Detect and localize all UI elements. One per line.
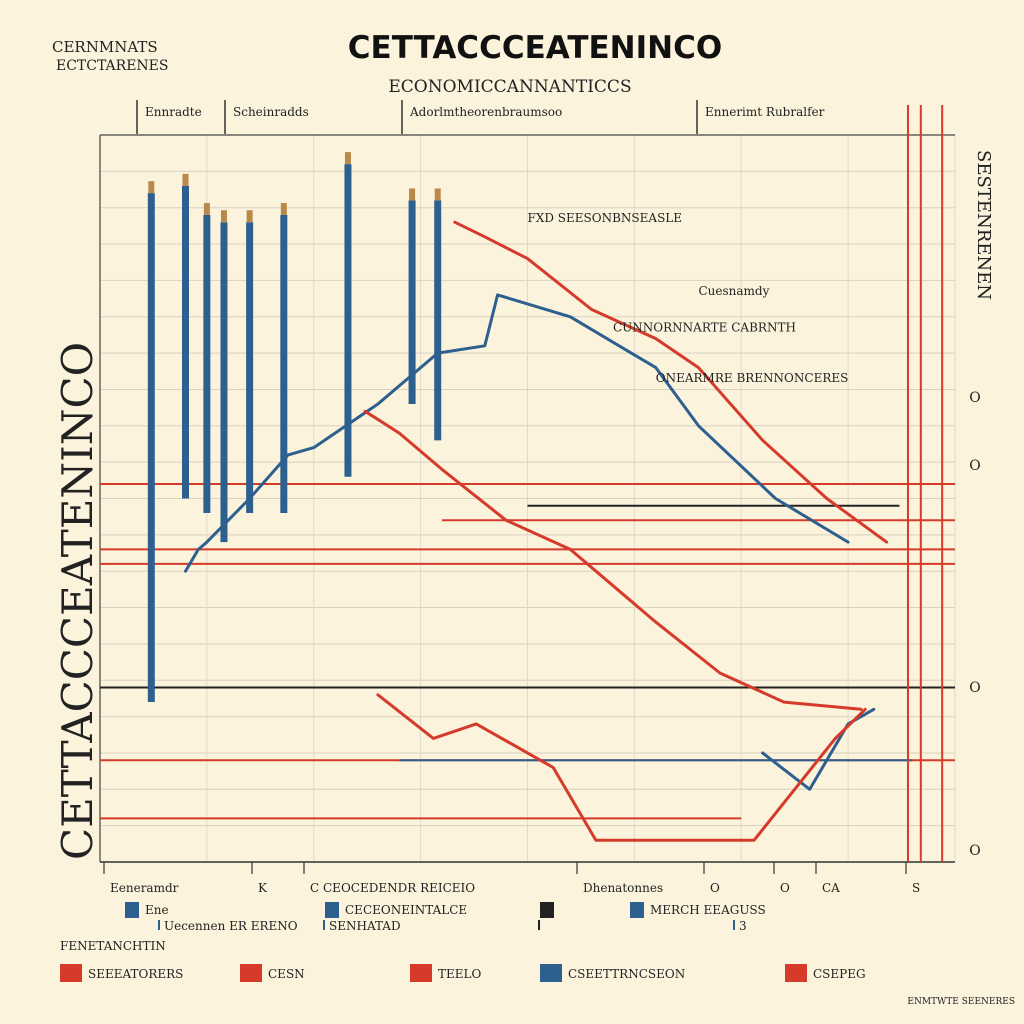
legend-swatch [240, 964, 262, 982]
x-tick-label: O [780, 881, 790, 895]
range-bar-cap [246, 210, 253, 223]
footer-credit: ENMTWTE SEENERES [907, 997, 1015, 1007]
legend-label: SENHATAD [329, 919, 401, 933]
corner-title: CERNMNATS [52, 38, 158, 56]
x-tick-label: Eeneramdr [110, 881, 179, 895]
range-bar-cap [182, 173, 189, 186]
range-bar-cap [220, 210, 227, 223]
range-bar-cap [434, 188, 441, 201]
legend-header: FENETANCHTIN [60, 939, 166, 953]
series-line [761, 707, 876, 791]
legend-swatch [540, 964, 562, 982]
legend-marker [538, 920, 540, 930]
x-tick-label: Dhenatonnes [583, 881, 663, 895]
range-bar-cap [148, 181, 155, 194]
legend-marker [733, 920, 735, 930]
legend-swatch [60, 964, 82, 982]
x-tick-label: O [710, 881, 720, 895]
chart-subtitle: ECONOMICCANNANTICCS [388, 77, 631, 97]
x-tick-label: C CEOCEDENDR REICEIO [310, 881, 475, 895]
chart-title: CETTACCCEATENINCO [348, 30, 722, 66]
top-label: Ennradte [145, 105, 202, 119]
legend-label: CSEPEG [813, 967, 866, 981]
series-line [376, 693, 867, 842]
legend-swatch [785, 964, 807, 982]
right-tick-label: O [969, 680, 980, 696]
range-bar-cap [409, 188, 416, 201]
y-axis-label: CETTACCCEATENINCO [53, 342, 102, 860]
right-tick-label: O [969, 843, 980, 859]
series-line [453, 220, 889, 544]
legend-label: CSEETTRNCSEON [568, 967, 685, 981]
legend-label: CECEONEINTALCE [345, 903, 467, 917]
legend-label: Ene [145, 903, 169, 917]
legend-label: CESN [268, 967, 305, 981]
legend-marker [158, 920, 160, 930]
corner-subtitle: ECTCTARENES [56, 58, 169, 74]
series-line [363, 409, 863, 711]
series-line [184, 293, 850, 573]
x-tick-label: K [258, 881, 268, 895]
legend-label: MERCH EEAGUSS [650, 903, 766, 917]
top-label: Ennerimt Rubralfer [705, 105, 825, 119]
annotation: FXD SEESONBNSEASLE [528, 211, 683, 225]
legend-swatch [125, 902, 139, 918]
legend-swatch [630, 902, 644, 918]
legend-label: SEEEATORERS [88, 967, 183, 981]
right-axis-label: SESTENRENEN [973, 150, 994, 300]
legend-label: 3 [739, 919, 747, 933]
annotation: Cuesnamdy [699, 284, 770, 298]
legend-swatch [540, 902, 554, 918]
top-label: Adorlmtheorenbraumsoo [409, 105, 562, 119]
right-tick-label: O [969, 458, 980, 474]
legend-label: Uecennen ER ERENO [164, 919, 298, 933]
top-label: Scheinradds [233, 105, 309, 119]
annotation: ONEARMRE BRENNONCERES [656, 371, 849, 385]
range-bar-cap [280, 202, 287, 215]
legend-marker [323, 920, 325, 930]
x-tick-label: S [912, 881, 920, 895]
range-bar-cap [344, 152, 351, 165]
right-tick-label: O [969, 390, 980, 406]
legend-label: TEELO [438, 967, 481, 981]
legend-swatch [410, 964, 432, 982]
legend-swatch [325, 902, 339, 918]
x-tick-label: CA [822, 881, 840, 895]
range-bar-cap [203, 202, 210, 215]
annotation: CUNNORNNARTE CABRNTH [613, 320, 796, 334]
